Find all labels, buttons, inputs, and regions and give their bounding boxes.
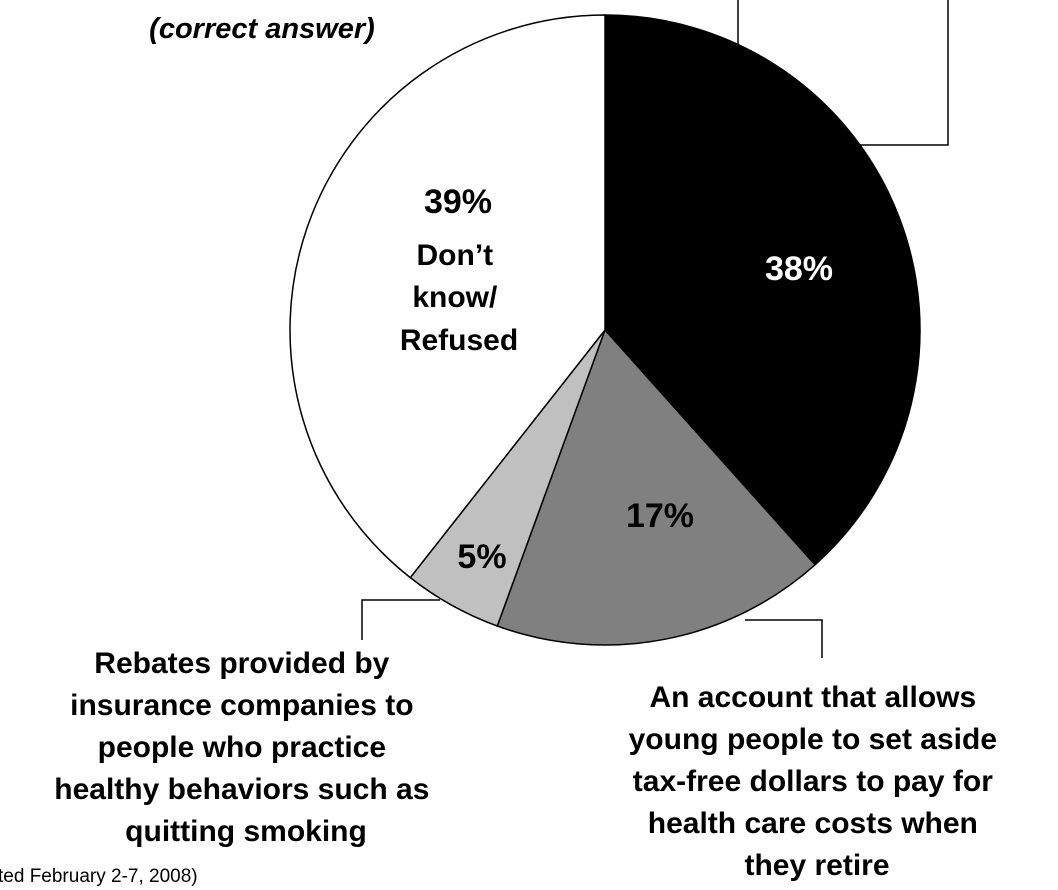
account-category-label: An account that allows young people to s… xyxy=(629,681,1006,882)
rebates-line: insurance companies to xyxy=(70,689,413,722)
leader-line-account xyxy=(745,619,823,658)
account-line: An account that allows xyxy=(649,681,976,714)
dont-know-line: know/ xyxy=(412,281,498,314)
slice-value-label-38: 38% xyxy=(765,250,833,288)
account-line: tax-free dollars to pay for xyxy=(633,765,993,798)
pie-slice-39 xyxy=(289,14,606,579)
dont-know-line: Don’t xyxy=(417,239,494,272)
rebates-line: people who practice xyxy=(98,731,386,764)
dont-know-label: Don’t know/ Refused xyxy=(400,239,518,357)
dont-know-line: Refused xyxy=(400,324,518,357)
rebates-line: Rebates provided by xyxy=(94,647,389,680)
account-line: health care costs when xyxy=(648,807,978,840)
slice-value-label-39: 39% xyxy=(424,183,492,221)
pie-slices xyxy=(289,14,921,646)
account-line: they retire xyxy=(744,849,889,882)
rebates-category-label: Rebates provided by insurance companies … xyxy=(54,647,438,848)
slice-value-label-17: 17% xyxy=(626,497,694,535)
slice-value-label-5: 5% xyxy=(457,538,506,576)
correct-answer-note: (correct answer) xyxy=(149,13,375,45)
rebates-line: healthy behaviors such as xyxy=(54,773,429,806)
footnote: ted February 2-7, 2008) xyxy=(0,866,198,887)
leader-line-rebates xyxy=(361,599,440,640)
account-line: young people to set aside xyxy=(629,723,997,756)
rebates-line: quitting smoking xyxy=(125,815,367,848)
pie-slice-38 xyxy=(604,14,921,566)
leader-line-top xyxy=(737,0,949,146)
